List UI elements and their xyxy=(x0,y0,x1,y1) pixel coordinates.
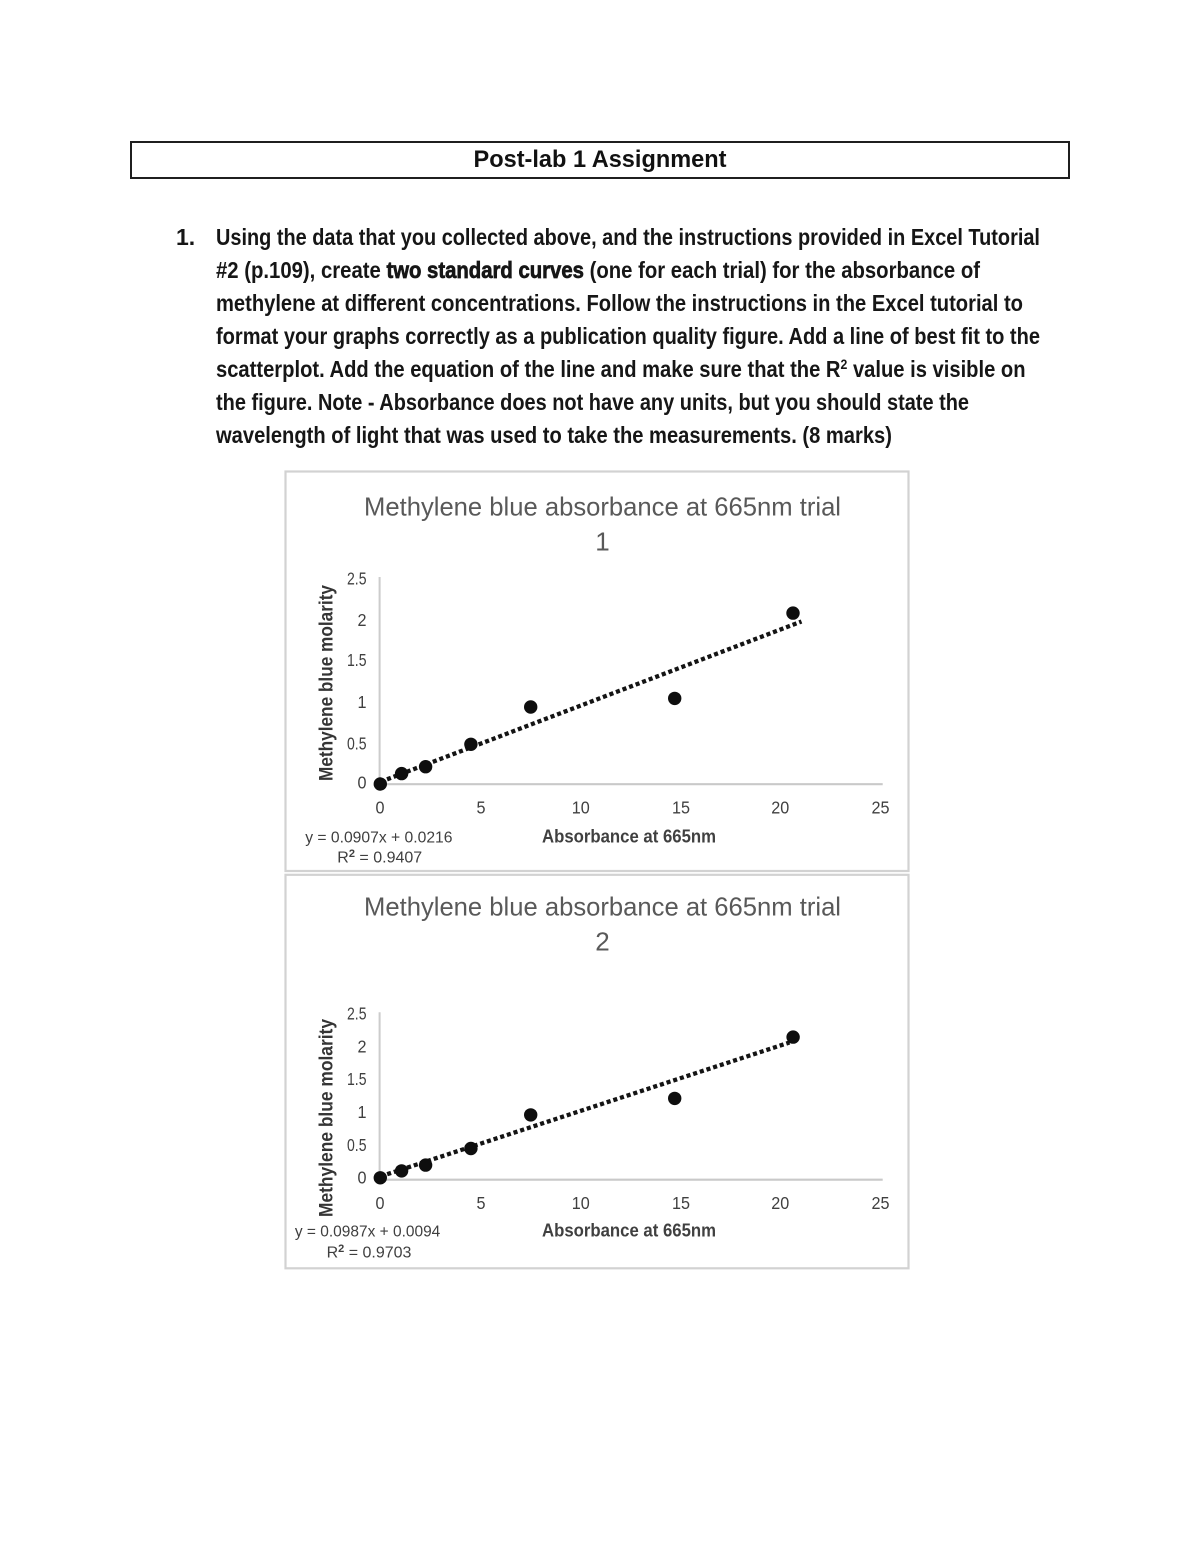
svg-text:20: 20 xyxy=(771,798,789,818)
svg-text:0: 0 xyxy=(358,1168,367,1188)
svg-text:2: 2 xyxy=(358,1036,367,1056)
svg-text:1.5: 1.5 xyxy=(347,650,367,670)
svg-text:25: 25 xyxy=(872,1193,890,1213)
svg-text:15: 15 xyxy=(672,1193,690,1213)
svg-text:Absorbance at 665nm: Absorbance at 665nm xyxy=(542,1219,716,1240)
svg-text:0: 0 xyxy=(358,772,367,792)
svg-text:5: 5 xyxy=(477,1193,486,1213)
svg-text:2: 2 xyxy=(358,610,367,630)
svg-text:15: 15 xyxy=(672,798,690,818)
svg-text:Methylene blue molarity: Methylene blue molarity xyxy=(317,1019,338,1217)
svg-text:2: 2 xyxy=(595,926,609,956)
svg-text:2.5: 2.5 xyxy=(347,1004,367,1024)
svg-text:Methylene blue molarity: Methylene blue molarity xyxy=(317,585,338,781)
svg-text:Methylene blue absorbance at 6: Methylene blue absorbance at 665nm trial xyxy=(364,492,841,522)
svg-text:0.5: 0.5 xyxy=(347,734,367,754)
svg-text:1: 1 xyxy=(595,526,609,556)
svg-text:R2 = 0.9703: R2 = 0.9703 xyxy=(327,1243,412,1262)
svg-text:R2 = 0.9407: R2 = 0.9407 xyxy=(337,848,422,867)
svg-text:20: 20 xyxy=(771,1193,789,1213)
svg-text:25: 25 xyxy=(872,798,890,818)
svg-text:Methylene blue absorbance at 6: Methylene blue absorbance at 665nm trial xyxy=(364,892,841,922)
svg-text:10: 10 xyxy=(572,1193,590,1213)
svg-text:y = 0.0987x + 0.0094: y = 0.0987x + 0.0094 xyxy=(295,1223,440,1240)
svg-text:1: 1 xyxy=(358,692,367,712)
svg-text:1: 1 xyxy=(358,1102,367,1122)
svg-text:Absorbance at 665nm: Absorbance at 665nm xyxy=(542,825,716,846)
svg-text:1.5: 1.5 xyxy=(347,1069,367,1089)
svg-text:2.5: 2.5 xyxy=(347,568,367,588)
svg-text:0.5: 0.5 xyxy=(347,1135,367,1155)
svg-text:0: 0 xyxy=(376,1193,385,1213)
svg-text:y = 0.0907x + 0.0216: y = 0.0907x + 0.0216 xyxy=(305,830,452,847)
svg-text:10: 10 xyxy=(572,798,590,818)
svg-text:0: 0 xyxy=(376,798,385,818)
svg-text:5: 5 xyxy=(477,798,486,818)
